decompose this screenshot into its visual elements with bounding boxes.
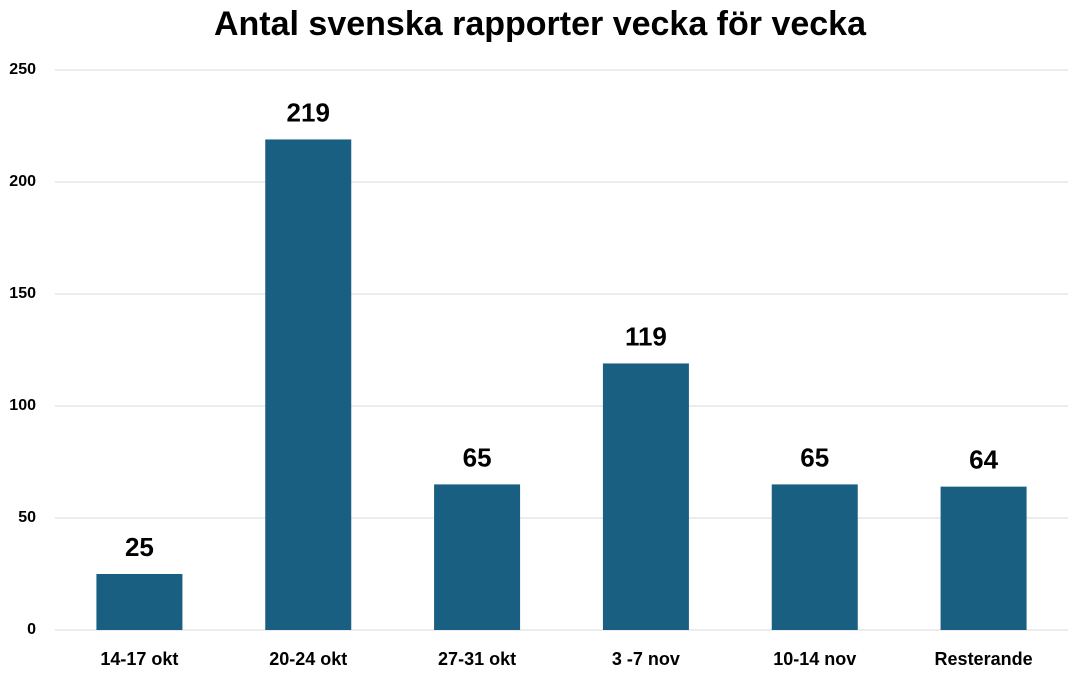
y-tick-label: 50 [18,509,36,526]
data-label: 119 [625,321,667,351]
data-label: 25 [125,532,154,562]
bar [602,363,689,630]
x-tick-label: Resterande [935,649,1033,669]
bar [940,486,1027,630]
x-tick-label: 14-17 okt [100,649,178,669]
data-label: 65 [800,442,829,472]
y-tick-label: 250 [9,61,36,78]
x-tick-label: 27-31 okt [438,649,516,669]
y-tick-label: 150 [9,285,36,302]
x-tick-label: 10-14 nov [773,649,856,669]
bar [96,574,183,630]
x-tick-label: 3 -7 nov [612,649,680,669]
data-label: 219 [287,97,330,127]
data-label: 64 [969,445,998,475]
y-tick-label: 0 [27,621,36,638]
bar [434,484,521,630]
bar [265,139,352,630]
data-label: 65 [463,442,492,472]
y-tick-label: 200 [9,173,36,190]
y-tick-label: 100 [9,397,36,414]
x-tick-label: 20-24 okt [269,649,347,669]
chart-title: Antal svenska rapporter vecka för vecka [214,5,867,43]
bar [771,484,858,630]
